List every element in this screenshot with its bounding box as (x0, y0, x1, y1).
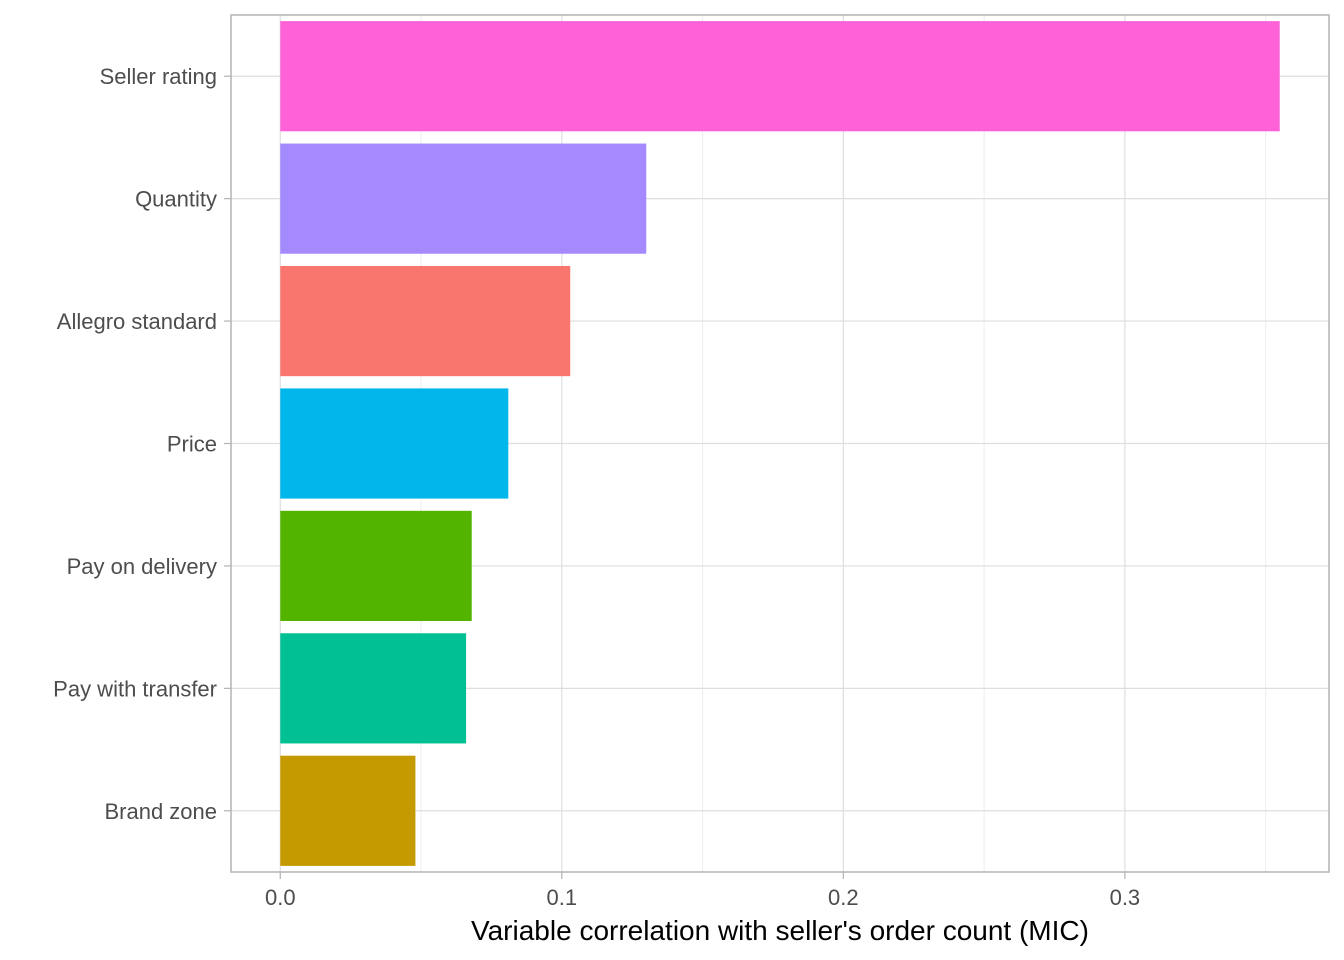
bars (280, 21, 1280, 866)
x-tick-label: 0.1 (547, 885, 578, 910)
x-axis-ticks: 0.0 0.1 0.2 0.3 (265, 872, 1140, 910)
x-tick-label: 0.2 (828, 885, 859, 910)
bar-quantity (280, 143, 647, 254)
y-tick-label: Price (167, 432, 217, 457)
bar-allegro-standard (280, 265, 571, 377)
bar-brand-zone (280, 755, 416, 866)
bar-price (280, 388, 509, 499)
y-tick-label: Brand zone (104, 799, 217, 824)
y-tick-label: Quantity (135, 187, 217, 212)
bar-seller-rating (280, 21, 1280, 132)
bar-pay-with-transfer (280, 633, 467, 744)
y-tick-label: Pay with transfer (53, 676, 217, 701)
y-tick-label: Allegro standard (57, 309, 217, 334)
x-axis-title: Variable correlation with seller's order… (471, 915, 1089, 946)
y-tick-label: Pay on delivery (67, 554, 217, 579)
y-axis-ticks: Seller rating Quantity Allegro standard Pri… (53, 64, 231, 824)
y-tick-label: Seller rating (100, 64, 217, 89)
x-tick-label: 0.3 (1110, 885, 1141, 910)
x-tick-label: 0.0 (265, 885, 296, 910)
bar-pay-on-delivery (280, 510, 472, 622)
